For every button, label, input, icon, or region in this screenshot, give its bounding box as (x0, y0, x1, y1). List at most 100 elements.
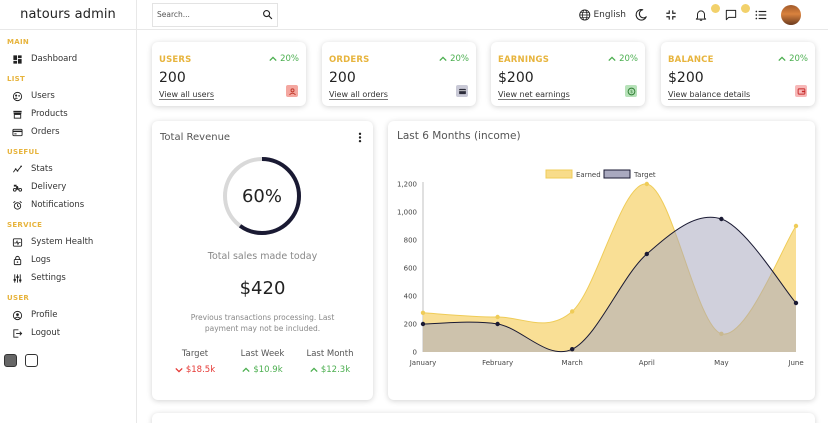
more-vert-icon[interactable] (355, 131, 365, 143)
search-input[interactable] (157, 10, 257, 19)
person-icon (286, 85, 298, 97)
bell-icon (695, 10, 707, 21)
data-point-earned (495, 314, 500, 320)
light-theme-swatch[interactable] (25, 354, 38, 367)
sidebar-item-users[interactable]: Users (7, 87, 136, 105)
svg-text:$: $ (630, 89, 633, 95)
stat-title: Target (181, 349, 209, 359)
widget-percentage: 20% (439, 54, 469, 64)
dark-theme-swatch[interactable] (4, 354, 17, 367)
sidebar-item-logout[interactable]: Logout (7, 324, 136, 342)
y-tick-label: 0 (413, 349, 417, 357)
sidebar-item-label: Profile (31, 310, 58, 320)
chevron-up-icon (310, 367, 318, 373)
widget-link[interactable]: View all orders (329, 90, 388, 100)
income-area-chart: 0 200 400 600 800 1,000 1,200 January February Ma… (397, 169, 804, 367)
dashboard-icon (11, 53, 23, 65)
total-revenue-card: Total Revenue 60% Total sales made today… (152, 121, 373, 400)
legend-swatch-target (603, 169, 631, 179)
fullscreen-toggle[interactable] (656, 0, 686, 30)
revenue-stats: Target $18.5k Last Week $10.9k Last Month $12… (164, 349, 361, 375)
stat-value-row: $10.9k (232, 365, 294, 375)
sidebar-nav: MAIN Dashboard LIST Users Products Orders USEF… (0, 30, 136, 342)
list-menu-button[interactable] (746, 0, 776, 30)
avatar (781, 5, 801, 25)
chevron-up-icon (242, 367, 251, 373)
sidebar-item-label: Dashboard (31, 54, 78, 64)
chevron-up-icon (439, 56, 447, 62)
topbar-actions: English (578, 0, 806, 30)
dark-mode-toggle[interactable] (626, 0, 656, 30)
alarm-icon (11, 199, 23, 211)
widget-orders: ORDERS 20% 200 View all orders (322, 42, 476, 106)
sidebar-item-label: Users (31, 91, 55, 101)
progress-fill (223, 157, 301, 235)
section-title-list: LIST (7, 75, 26, 83)
widget-percentage: 20% (608, 54, 638, 64)
store-icon (11, 108, 23, 120)
logo[interactable]: natours admin (0, 0, 136, 30)
data-point-target (644, 251, 649, 257)
wallet-icon (795, 85, 807, 97)
data-point-target (719, 216, 724, 222)
chevron-up-icon (269, 56, 277, 62)
chevron-up-icon (608, 56, 616, 62)
theme-switcher (4, 354, 136, 367)
x-tick-label: April (639, 359, 655, 367)
data-point-earned (644, 181, 649, 187)
widget-earnings: EARNINGS 20% $200 View net earnings $ (491, 42, 645, 106)
stat-value: $10.9k (253, 365, 283, 375)
widget-link[interactable]: View net earnings (498, 90, 570, 100)
revenue-title: Total Revenue (160, 131, 231, 143)
sidebar-item-stats[interactable]: Stats (7, 160, 136, 178)
widget-link[interactable]: View all users (159, 90, 215, 100)
widget-percentage: 20% (778, 54, 808, 64)
sidebar-item-notifications[interactable]: Notifications (7, 196, 136, 214)
chevron-up-icon (778, 56, 786, 62)
stat-last-week: Last Week $10.9k (232, 349, 294, 375)
sidebar-item-dashboard[interactable]: Dashboard (7, 50, 136, 68)
sidebar-item-label: System Health (31, 237, 94, 247)
x-tick-label: February (482, 359, 513, 367)
widget-link[interactable]: View balance details (668, 90, 751, 100)
notifications-button[interactable] (686, 0, 720, 30)
user-avatar-button[interactable] (776, 0, 806, 30)
logout-icon (11, 327, 23, 339)
income-chart-card: 0 200 400 600 800 1,000 1,200 January February Ma… (388, 121, 815, 400)
chart-title: Last 6 Months (income) (397, 130, 521, 142)
logs-icon (11, 254, 23, 266)
sidebar-item-label: Settings (31, 273, 66, 283)
notifications-badge (711, 4, 720, 13)
revenue-subtitle: Total sales made today (207, 251, 318, 262)
widget-title: BALANCE (668, 55, 714, 65)
stat-target: Target $18.5k (164, 349, 226, 375)
language-selector[interactable]: English (578, 0, 626, 30)
widget-balance: BALANCE 20% $200 View balance details (661, 42, 815, 106)
delivery-icon (11, 181, 23, 193)
x-tick-label: March (562, 359, 583, 367)
widget-percent-value: 20% (450, 54, 469, 64)
sidebar-item-settings[interactable]: Settings (7, 269, 136, 287)
sidebar-item-profile[interactable]: Profile (7, 306, 136, 324)
sidebar-item-products[interactable]: Products (7, 105, 136, 123)
widget-value: $200 (668, 70, 704, 86)
cart-icon (456, 85, 468, 97)
sidebar-item-system-health[interactable]: System Health (7, 233, 136, 251)
progress-label: 60% (241, 185, 282, 207)
credit-card-icon (11, 126, 23, 138)
settings-icon (11, 272, 23, 284)
moon-icon (635, 9, 647, 21)
legend-label: Earned (576, 171, 601, 179)
search-icon[interactable] (262, 9, 273, 20)
sidebar-item-label: Orders (31, 127, 60, 137)
stat-title: Last Week (240, 349, 285, 359)
section-title-user: USER (7, 294, 30, 302)
chevron-down-icon (175, 367, 183, 373)
x-tick-label: June (787, 359, 803, 367)
messages-button[interactable] (716, 0, 750, 30)
sidebar-item-delivery[interactable]: Delivery (7, 178, 136, 196)
users-icon (11, 90, 23, 102)
sidebar-item-orders[interactable]: Orders (7, 123, 136, 141)
widget-title: USERS (159, 55, 192, 65)
sidebar-item-logs[interactable]: Logs (7, 251, 136, 269)
